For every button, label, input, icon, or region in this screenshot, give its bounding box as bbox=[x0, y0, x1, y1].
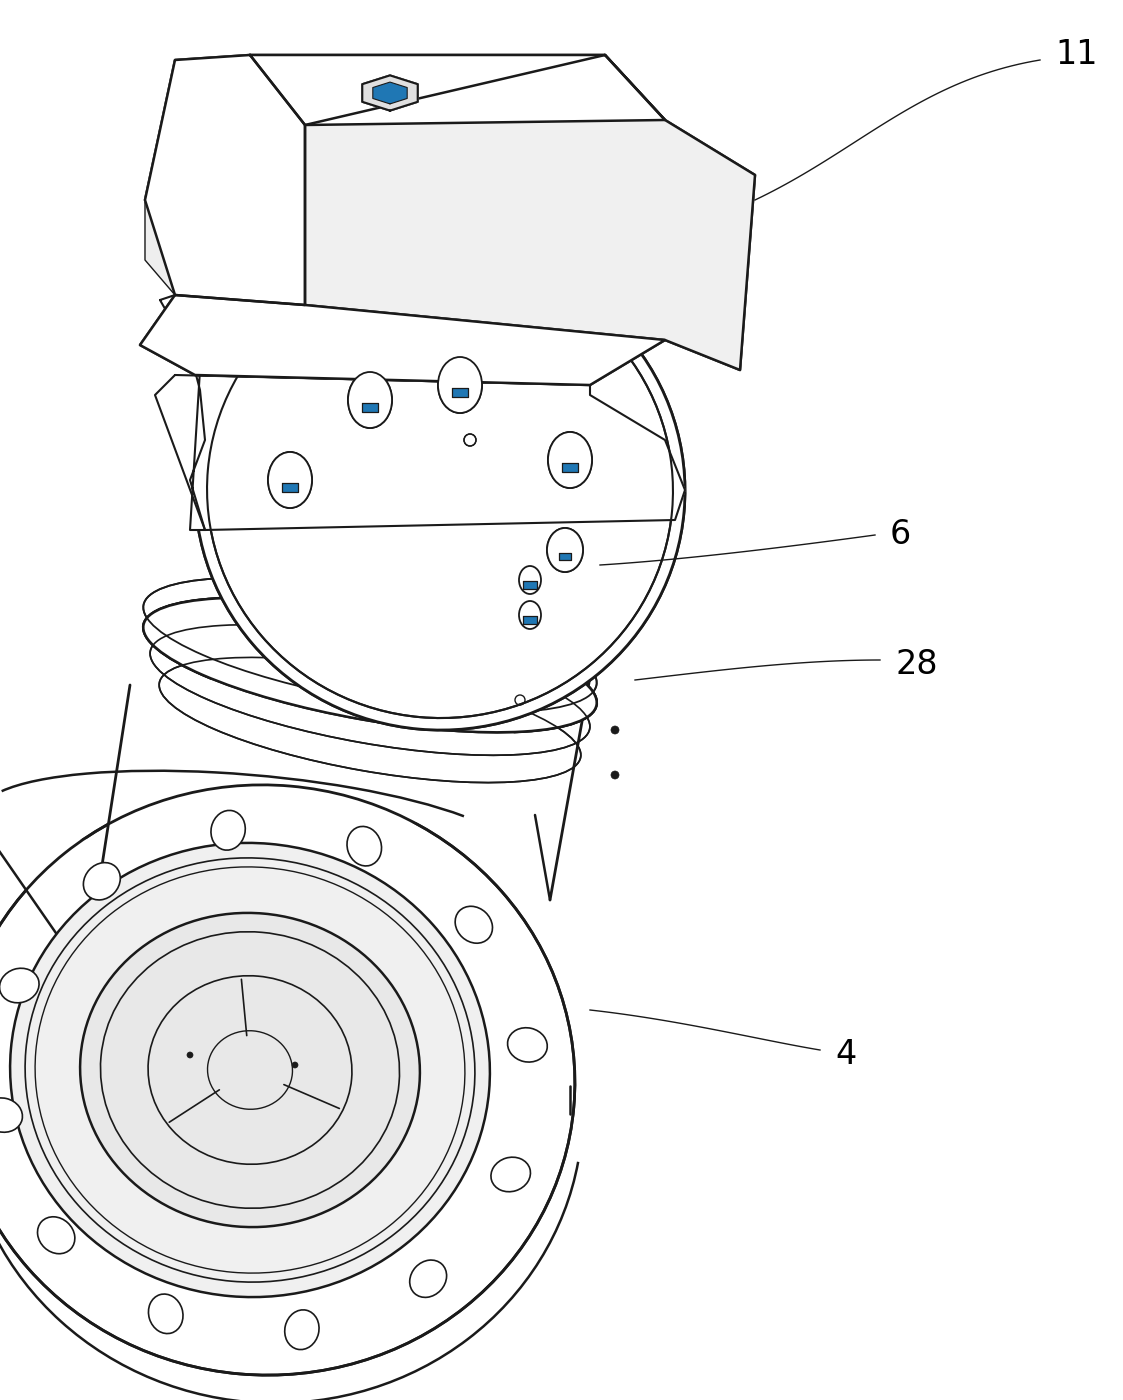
Polygon shape bbox=[453, 388, 467, 398]
Polygon shape bbox=[563, 463, 577, 472]
Ellipse shape bbox=[144, 598, 596, 732]
Polygon shape bbox=[305, 55, 755, 370]
Polygon shape bbox=[363, 403, 377, 412]
Ellipse shape bbox=[611, 727, 619, 734]
Ellipse shape bbox=[285, 1310, 319, 1350]
Polygon shape bbox=[453, 388, 467, 398]
Ellipse shape bbox=[80, 913, 420, 1228]
Ellipse shape bbox=[211, 811, 245, 850]
Text: 4: 4 bbox=[836, 1039, 856, 1071]
Polygon shape bbox=[563, 463, 577, 472]
Polygon shape bbox=[559, 553, 572, 560]
Polygon shape bbox=[363, 76, 418, 111]
Ellipse shape bbox=[519, 566, 541, 594]
Polygon shape bbox=[305, 55, 755, 370]
Ellipse shape bbox=[611, 771, 619, 778]
Ellipse shape bbox=[547, 528, 583, 573]
Ellipse shape bbox=[455, 906, 493, 944]
Ellipse shape bbox=[10, 843, 490, 1298]
Text: 28: 28 bbox=[895, 648, 938, 682]
Ellipse shape bbox=[700, 232, 721, 248]
Ellipse shape bbox=[268, 452, 312, 508]
Ellipse shape bbox=[348, 372, 392, 428]
Polygon shape bbox=[363, 76, 418, 111]
Ellipse shape bbox=[37, 1217, 75, 1254]
Ellipse shape bbox=[694, 302, 715, 318]
Polygon shape bbox=[250, 55, 665, 125]
Polygon shape bbox=[155, 375, 685, 531]
Polygon shape bbox=[523, 581, 537, 589]
Polygon shape bbox=[559, 553, 572, 560]
Ellipse shape bbox=[0, 1098, 22, 1133]
Ellipse shape bbox=[268, 452, 312, 508]
Ellipse shape bbox=[83, 862, 120, 900]
Ellipse shape bbox=[491, 1158, 530, 1191]
Ellipse shape bbox=[148, 1294, 183, 1334]
Ellipse shape bbox=[195, 251, 685, 729]
Ellipse shape bbox=[0, 969, 39, 1002]
Polygon shape bbox=[363, 403, 377, 412]
Ellipse shape bbox=[675, 258, 701, 276]
Ellipse shape bbox=[292, 1063, 298, 1068]
Ellipse shape bbox=[684, 221, 706, 238]
Text: 11: 11 bbox=[1054, 38, 1097, 71]
Ellipse shape bbox=[348, 372, 392, 428]
Polygon shape bbox=[0, 678, 590, 974]
Ellipse shape bbox=[508, 1028, 547, 1063]
Polygon shape bbox=[145, 55, 305, 305]
Ellipse shape bbox=[144, 598, 596, 732]
Ellipse shape bbox=[519, 601, 541, 629]
Ellipse shape bbox=[0, 785, 575, 1375]
Ellipse shape bbox=[188, 1051, 193, 1058]
Polygon shape bbox=[373, 83, 408, 104]
Polygon shape bbox=[145, 55, 305, 305]
Ellipse shape bbox=[195, 251, 685, 729]
Ellipse shape bbox=[547, 528, 583, 573]
Polygon shape bbox=[282, 483, 298, 491]
Ellipse shape bbox=[691, 188, 710, 202]
Polygon shape bbox=[145, 60, 175, 295]
Ellipse shape bbox=[410, 1260, 447, 1298]
Ellipse shape bbox=[548, 433, 592, 489]
Text: 6: 6 bbox=[891, 518, 911, 552]
Ellipse shape bbox=[347, 826, 382, 867]
Ellipse shape bbox=[548, 433, 592, 489]
Polygon shape bbox=[140, 295, 665, 385]
Polygon shape bbox=[373, 83, 408, 104]
Polygon shape bbox=[250, 55, 665, 125]
Ellipse shape bbox=[438, 357, 482, 413]
Polygon shape bbox=[523, 616, 537, 624]
Polygon shape bbox=[140, 295, 665, 385]
Polygon shape bbox=[282, 483, 298, 491]
Ellipse shape bbox=[707, 267, 729, 283]
Ellipse shape bbox=[438, 357, 482, 413]
Polygon shape bbox=[159, 295, 206, 531]
